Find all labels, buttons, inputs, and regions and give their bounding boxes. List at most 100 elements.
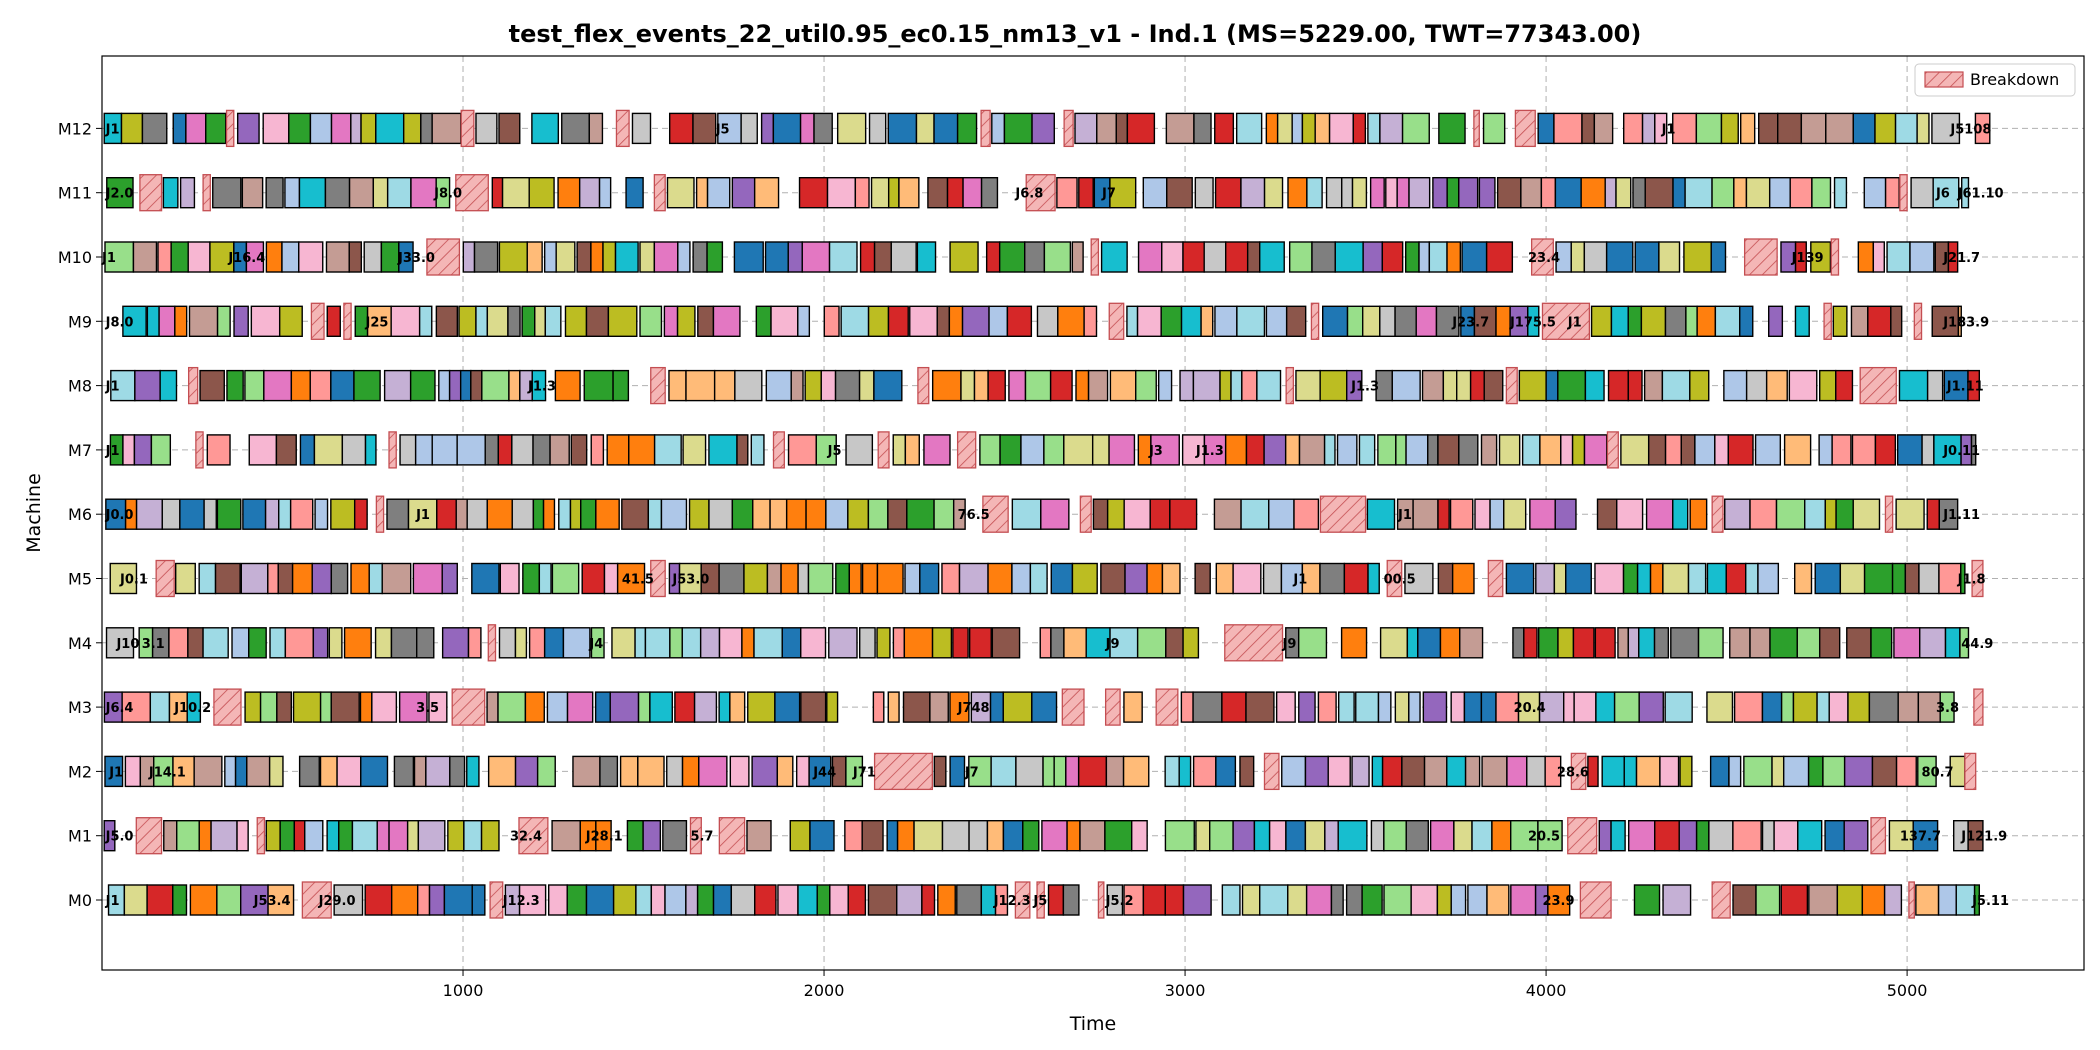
job-bar — [1288, 241, 1313, 273]
job-bar — [1773, 820, 1799, 852]
job-bar — [815, 434, 837, 466]
job-bar — [236, 820, 249, 852]
job-bar — [557, 176, 581, 209]
job-bar — [669, 627, 683, 659]
job-bar — [616, 562, 646, 595]
job-bar — [1867, 305, 1892, 337]
job-bar — [915, 112, 935, 145]
job-bar — [986, 820, 1005, 852]
job-bar — [1973, 884, 1981, 916]
job-bar — [637, 755, 665, 788]
job-bar — [210, 820, 238, 852]
job-bar — [1066, 820, 1081, 852]
breakdown-bar — [1014, 881, 1031, 919]
job-bar — [1728, 755, 1742, 788]
job-bar — [1063, 434, 1094, 466]
job-bar — [528, 176, 555, 209]
job-bar — [1662, 562, 1690, 595]
job-bar — [471, 562, 500, 595]
job-bar — [390, 305, 421, 337]
job-bar — [458, 305, 477, 337]
job-bar — [1150, 434, 1180, 466]
job-bar — [1720, 112, 1739, 145]
job-bar — [1846, 627, 1872, 659]
job-bar — [1024, 241, 1046, 273]
bar-label: J53.4 — [253, 894, 291, 909]
bar-label: J1 — [1567, 315, 1582, 330]
job-bar — [1306, 176, 1323, 209]
job-bar — [497, 691, 527, 723]
job-bar — [1122, 755, 1150, 788]
job-bar — [1672, 112, 1698, 145]
job-bar — [887, 112, 918, 145]
job-bar — [1458, 434, 1479, 466]
job-bar — [682, 434, 707, 466]
job-bar — [606, 434, 630, 466]
job-bar — [1807, 755, 1824, 788]
bar-label: 5.7 — [690, 830, 713, 845]
job-bar — [350, 562, 370, 595]
job-bar — [1623, 755, 1638, 788]
bar-label: J1 — [105, 122, 120, 137]
breakdown-bar — [1899, 174, 1908, 212]
job-bar — [1164, 755, 1180, 788]
job-bar — [1893, 627, 1921, 659]
job-bar — [1833, 176, 1848, 209]
job-bar — [1921, 434, 1935, 466]
job-bar — [1240, 176, 1266, 209]
job-bar — [1106, 498, 1125, 530]
job-bar — [383, 369, 412, 402]
job-bar — [265, 241, 283, 273]
job-bar — [904, 562, 921, 595]
breakdown-bar — [1579, 881, 1612, 919]
job-bar — [1295, 369, 1321, 402]
job-bar — [1401, 755, 1426, 788]
job-bar — [1814, 562, 1842, 595]
job-bar — [1757, 562, 1780, 595]
job-bar — [106, 176, 134, 209]
job-bar — [848, 562, 862, 595]
job-bar — [1570, 241, 1586, 273]
bar-label: J2.0 — [105, 187, 134, 202]
job-bar — [1336, 434, 1358, 466]
job-bar — [1521, 434, 1541, 466]
job-bar — [713, 369, 736, 402]
job-bar — [267, 884, 295, 916]
job-bar — [1638, 627, 1656, 659]
job-bar — [1664, 691, 1693, 723]
job-bar — [1780, 884, 1809, 916]
breakdown-bar — [1964, 752, 1977, 791]
job-bar — [1241, 369, 1258, 402]
job-bar — [751, 755, 779, 788]
job-bar — [1480, 691, 1497, 723]
job-bar — [1077, 755, 1108, 788]
job-bar — [1209, 820, 1234, 852]
bar-label: 23.9 — [1542, 894, 1574, 909]
job-bar — [343, 627, 372, 659]
job-bar — [1053, 755, 1067, 788]
job-bar — [1587, 755, 1599, 788]
breakdown-bars — [135, 109, 1984, 919]
job-bar — [1241, 884, 1261, 916]
job-bar — [1974, 112, 1991, 145]
job-bar — [298, 755, 320, 788]
bar-label: J1 — [101, 251, 116, 266]
breakdown-bar — [1567, 817, 1598, 855]
job-bar — [242, 498, 267, 530]
job-bar — [979, 434, 1001, 466]
job-bar — [163, 820, 178, 852]
job-bars — [103, 112, 1991, 916]
job-bar — [1595, 691, 1616, 723]
job-bar — [402, 112, 422, 145]
job-bar — [536, 755, 556, 788]
job-bar — [289, 498, 314, 530]
job-bar — [941, 820, 970, 852]
job-bar — [688, 498, 710, 530]
job-bar — [854, 176, 870, 209]
job-bar — [1553, 562, 1567, 595]
job-bar — [467, 627, 482, 659]
job-bar — [250, 305, 281, 337]
job-bar — [1461, 241, 1488, 273]
job-bar — [805, 498, 827, 530]
job-bar — [1379, 627, 1409, 659]
